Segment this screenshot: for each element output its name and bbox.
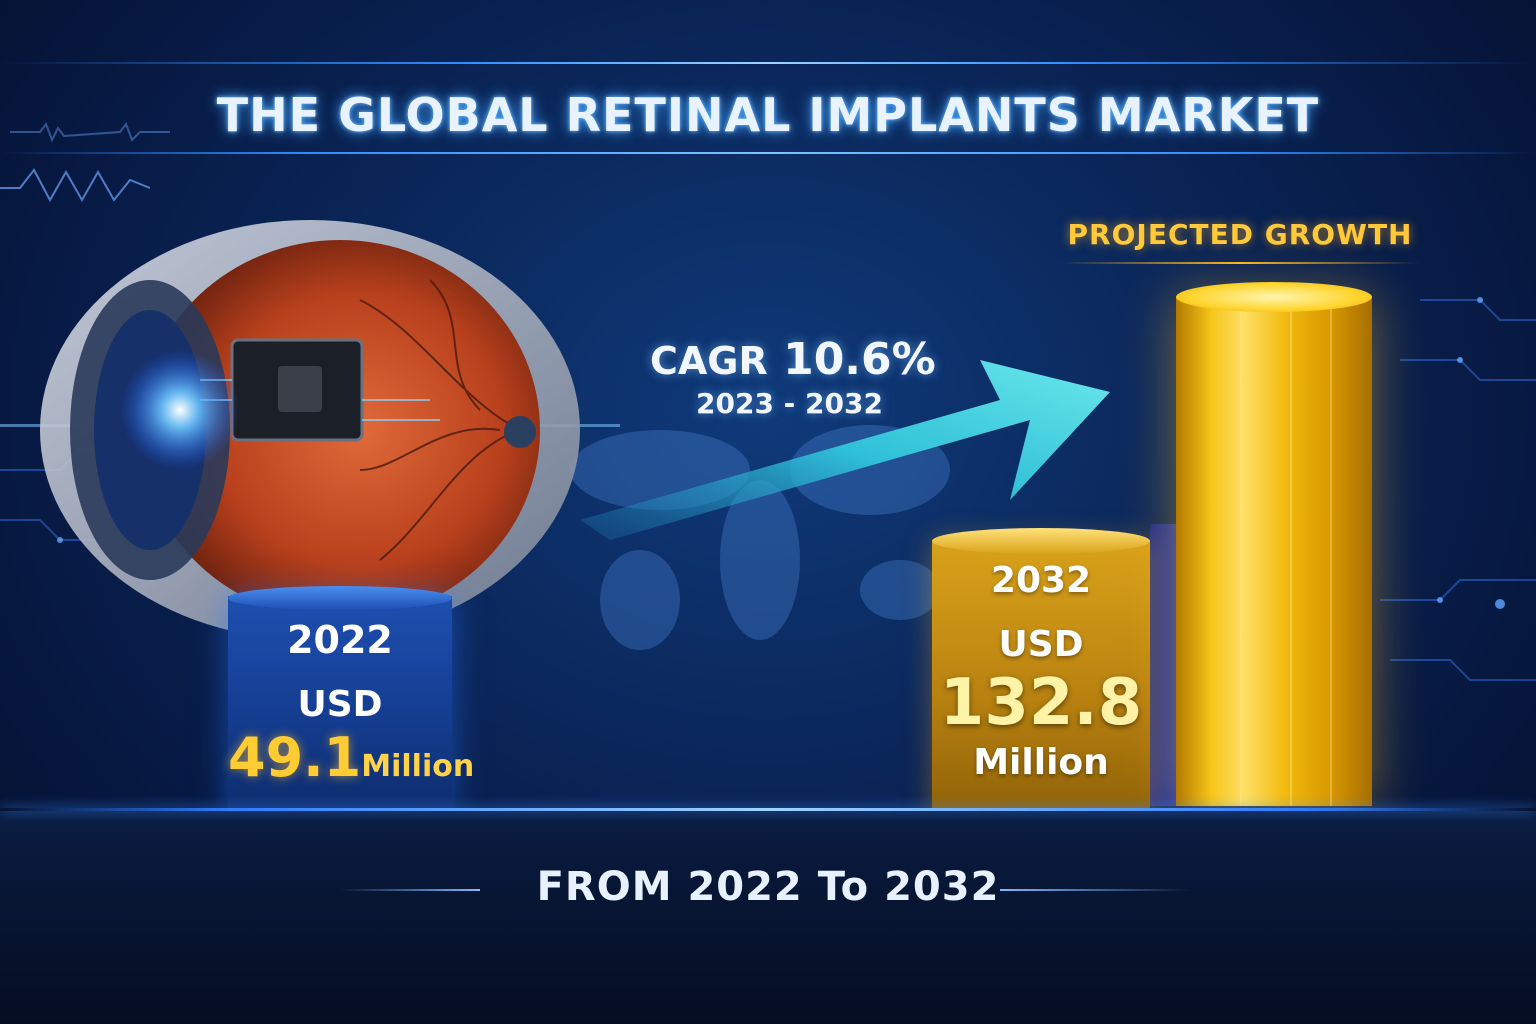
start-value: 49.1 (228, 726, 362, 789)
pulse-line-icon (0, 121, 170, 203)
projected-growth-rule (1060, 262, 1420, 264)
start-value-box (228, 596, 452, 812)
growth-bar-top (1176, 282, 1372, 312)
title-bottom-rule (0, 152, 1536, 154)
floor-glow-line (0, 808, 1536, 811)
cagr-value: 10.6% (783, 334, 936, 385)
end-year: 2032 (990, 560, 1092, 601)
projected-growth-label: PROJECTED GROWTH (1067, 218, 1413, 251)
cagr-value-line: CAGR 10.6% (650, 334, 936, 385)
growth-arrow-icon (580, 360, 1110, 540)
cagr-period: 2023 - 2032 (696, 387, 883, 420)
start-year: 2022 (287, 618, 393, 662)
bar-stripe (1290, 300, 1292, 806)
end-unit: Million (973, 742, 1109, 783)
growth-bar (1176, 296, 1372, 806)
cagr-label: CAGR (650, 339, 768, 383)
footer-rule-right (1000, 889, 1190, 891)
footer-caption: FROM 2022 To 2032 (536, 864, 1000, 910)
start-currency: USD (297, 684, 383, 725)
cagr-callout: CAGR 10.6% 2023 - 2032 (650, 334, 936, 420)
footer-rule-left (340, 889, 480, 891)
end-box-top (932, 528, 1150, 554)
bar-stripe (1330, 300, 1332, 806)
start-value-line: 49.1Million (228, 726, 474, 789)
eye-implant-icon (40, 220, 580, 640)
end-value: 132.8 (939, 666, 1143, 740)
page-title: THE GLOBAL RETINAL IMPLANTS MARKET (216, 88, 1320, 142)
floor (0, 811, 1536, 1024)
start-box-top (228, 586, 452, 610)
bar-stripe (1240, 300, 1242, 806)
end-value-box (932, 540, 1150, 824)
start-unit: Million (361, 749, 475, 784)
end-currency: USD (998, 624, 1084, 665)
bar-shadow (1150, 524, 1176, 806)
title-top-rule (0, 62, 1536, 64)
